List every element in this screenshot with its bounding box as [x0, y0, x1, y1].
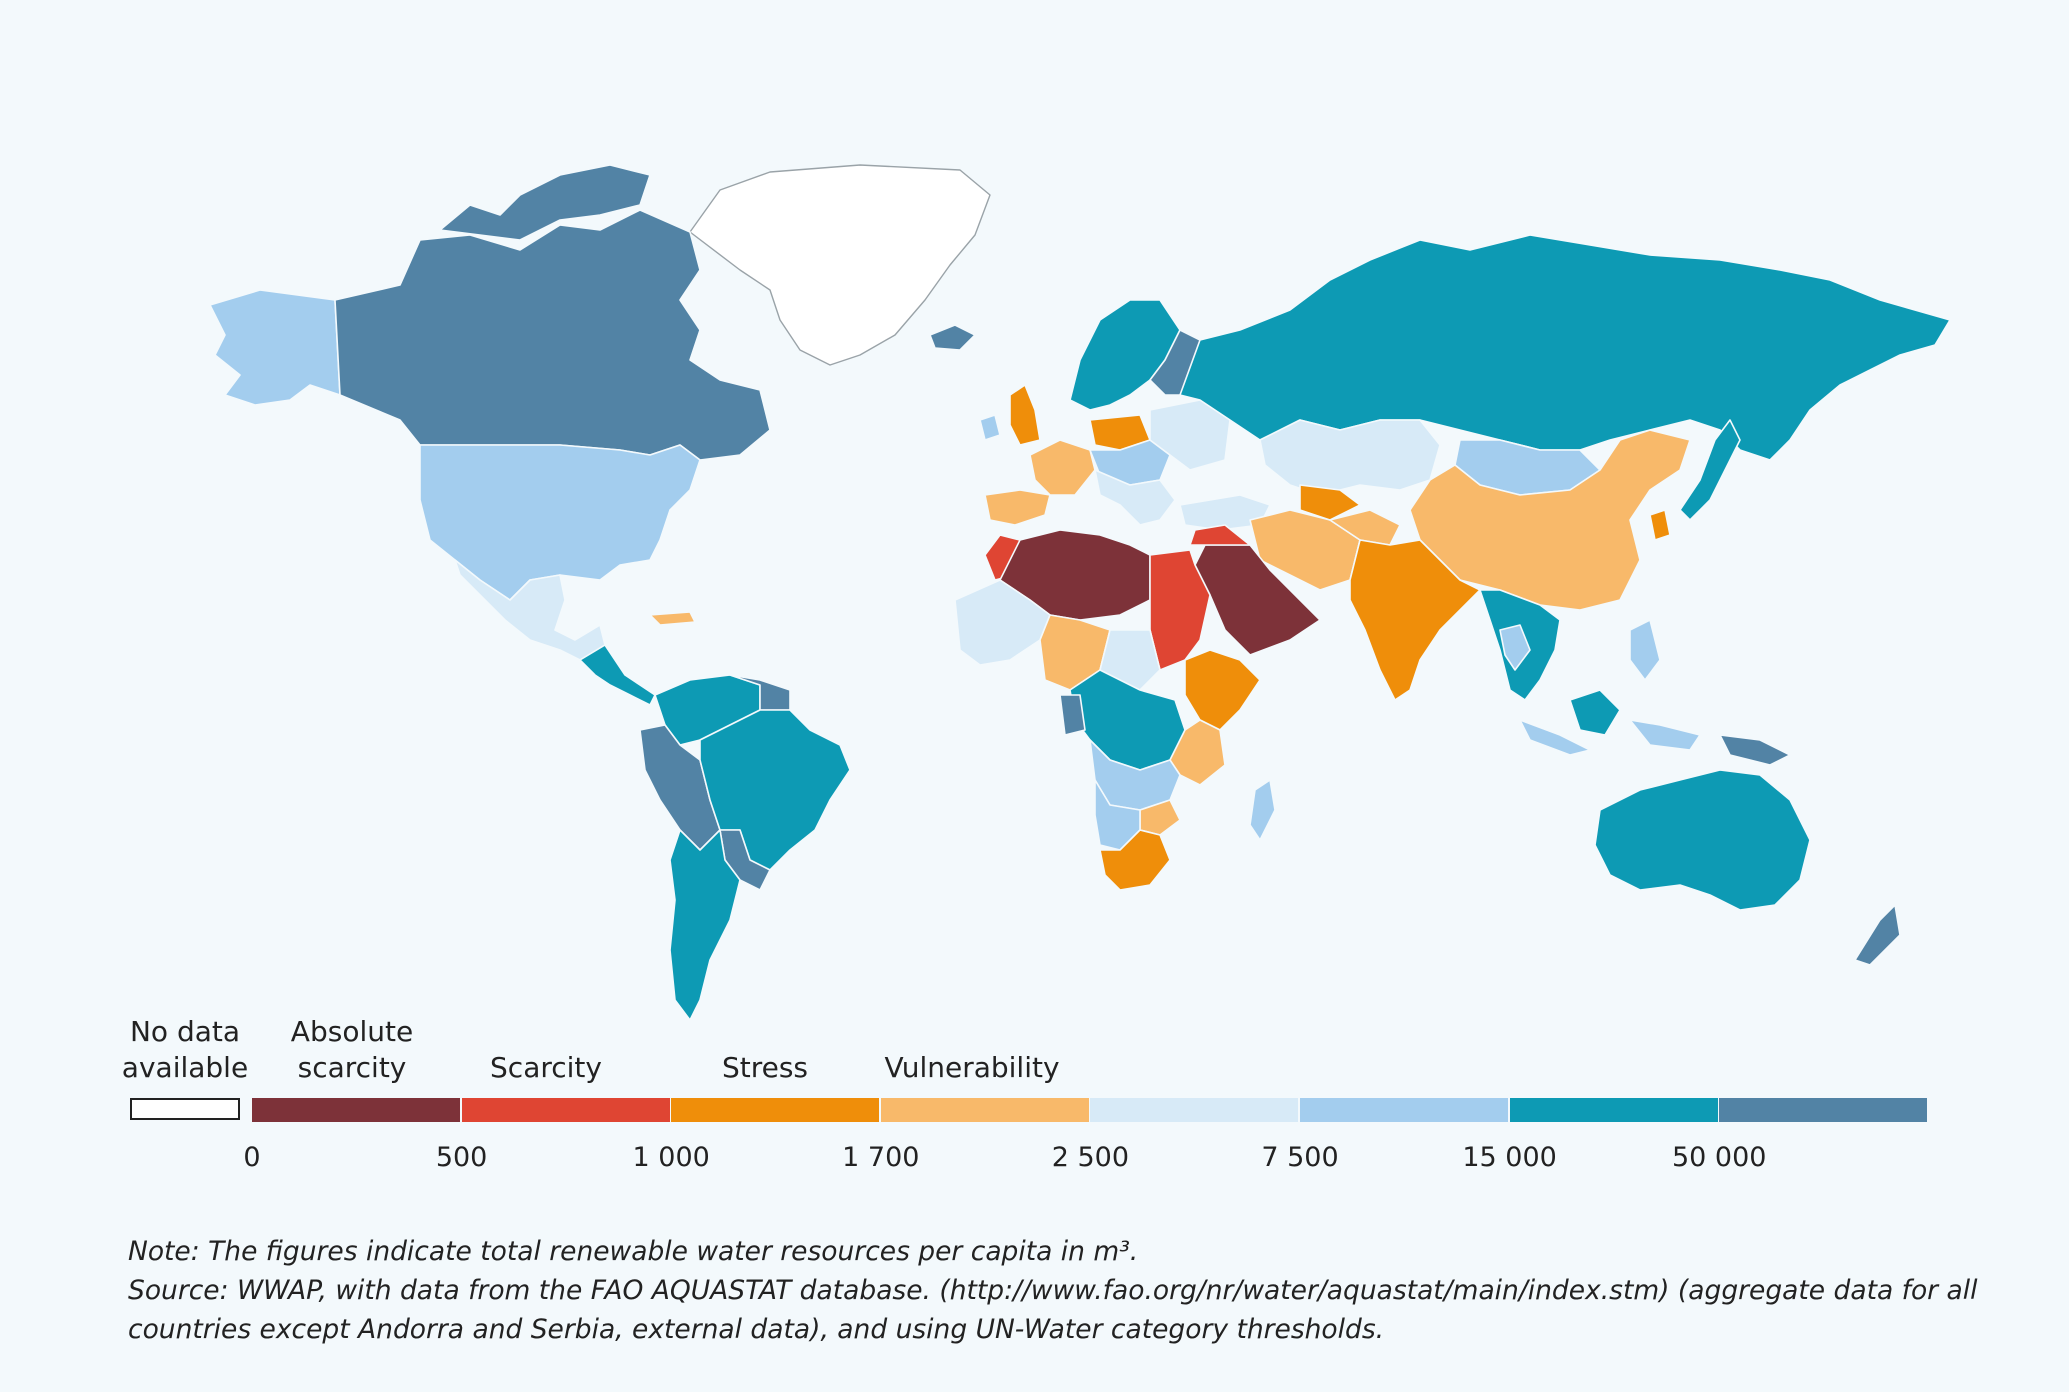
afghanistan — [1329, 509, 1401, 546]
legend-tick-6: 15 000 — [1462, 1142, 1557, 1173]
iceland — [929, 324, 976, 351]
madagascar — [1249, 779, 1276, 841]
ireland — [979, 414, 1001, 441]
spain — [984, 489, 1051, 526]
caribbean — [649, 611, 696, 626]
arctic-islands — [439, 164, 651, 241]
legend-tick-1: 500 — [435, 1142, 488, 1173]
greenland — [689, 164, 991, 366]
united-kingdom — [1009, 384, 1041, 446]
levant — [1189, 524, 1251, 546]
central-africa — [1069, 669, 1186, 771]
india — [1349, 539, 1481, 701]
canada — [334, 209, 771, 461]
thailand — [1499, 624, 1531, 671]
gulf-of-guinea — [1059, 694, 1086, 736]
japan — [1679, 419, 1741, 521]
korea — [1649, 509, 1671, 541]
legend-tick-3: 1 700 — [842, 1142, 920, 1173]
indonesia-east — [1629, 719, 1701, 751]
legend-bin-1 — [461, 1098, 670, 1122]
category-stress: Stress — [721, 1051, 809, 1084]
legend-bin-5 — [1300, 1098, 1509, 1122]
south-africa — [1099, 829, 1171, 891]
legend-tick-5: 7 500 — [1261, 1142, 1339, 1173]
legend-tick-0: 0 — [243, 1142, 261, 1173]
france — [1029, 439, 1096, 496]
category-scarcity: Scarcity — [490, 1051, 602, 1084]
legend-bin-4 — [1090, 1098, 1299, 1122]
mexico — [454, 559, 606, 661]
kazakhstan — [1259, 419, 1441, 496]
australia — [1594, 769, 1811, 911]
papua — [1719, 734, 1791, 766]
legend-bin-6 — [1509, 1098, 1718, 1122]
legend-bin-3 — [880, 1098, 1089, 1122]
philippines — [1629, 619, 1661, 681]
legend-tick-2: 1 000 — [632, 1142, 710, 1173]
italy-balkans — [1094, 469, 1176, 526]
legend-tick-4: 2 500 — [1051, 1142, 1130, 1173]
borneo — [1569, 689, 1621, 736]
legend-bin-2 — [671, 1098, 880, 1122]
central-america — [579, 644, 656, 706]
horn-of-africa — [1184, 649, 1261, 731]
alaska — [209, 289, 341, 406]
central-asia-south — [1299, 484, 1361, 521]
egypt-sudan — [1149, 549, 1211, 671]
no-data-swatch — [130, 1098, 240, 1120]
category-vulnerability: Vulnerability — [884, 1051, 1060, 1084]
world-map — [209, 164, 1951, 1021]
legend-bin-0 — [252, 1098, 461, 1122]
legend-bin-7 — [1719, 1098, 1928, 1122]
indonesia-west — [1519, 719, 1591, 756]
new-zealand — [1854, 904, 1901, 966]
source-text: Source: WWAP, with data from the FAO AQU… — [128, 1275, 1978, 1345]
argentina-chile — [669, 829, 741, 1021]
footnotes: Note: The figures indicate total renewab… — [128, 1232, 1988, 1349]
note-text: Note: The figures indicate total renewab… — [128, 1236, 1139, 1267]
legend-tick-7: 50 000 — [1671, 1142, 1767, 1173]
